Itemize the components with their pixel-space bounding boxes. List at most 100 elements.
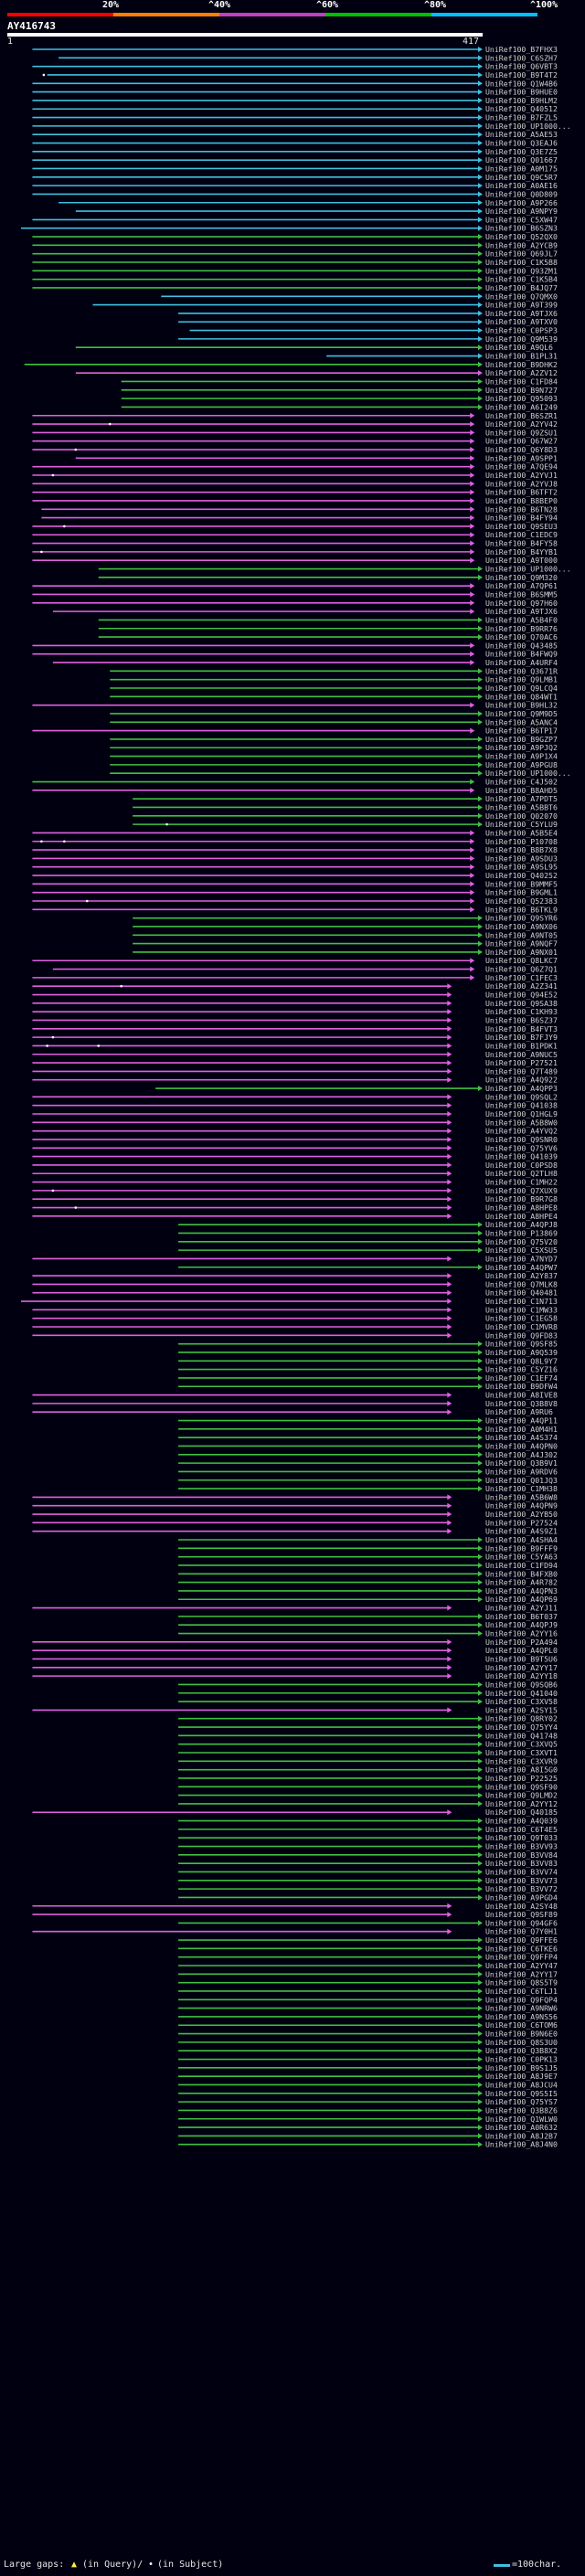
hit-row[interactable]: UniRef100_A7QP61 [32, 581, 558, 590]
hit-id-link[interactable]: UniRef100_A5B6W8 [485, 1492, 558, 1501]
hit-id-link[interactable]: UniRef100_Q9SYR6 [485, 914, 558, 923]
hit-id-link[interactable]: UniRef100_Q9SEU3 [485, 522, 558, 531]
hit-row[interactable]: UniRef100_A5ANC4 [110, 717, 558, 726]
hit-row[interactable]: UniRef100_B6TKL9 [32, 905, 558, 914]
hit-id-link[interactable]: UniRef100_B4FY58 [485, 539, 558, 548]
hit-row[interactable]: UniRef100_A4QPN0 [178, 1441, 558, 1450]
hit-id-link[interactable]: UniRef100_A4Q039 [485, 1817, 558, 1826]
hit-row[interactable]: UniRef100_A9RDV6 [178, 1467, 558, 1476]
hit-id-link[interactable]: UniRef100_B9MMF5 [485, 879, 558, 888]
hit-row[interactable]: UniRef100_Q3EAJ6 [32, 139, 558, 148]
hit-id-link[interactable]: UniRef100_C1MH38 [485, 1484, 558, 1493]
hit-id-link[interactable]: UniRef100_Q9M539 [485, 334, 558, 344]
hit-row[interactable]: UniRef100_Q41748 [178, 1731, 558, 1740]
hit-id-link[interactable]: UniRef100_B9DFW4 [485, 1382, 558, 1391]
hit-row[interactable]: UniRef100_A9P1X4 [110, 752, 558, 761]
hit-row[interactable]: UniRef100_Q9M320 [98, 573, 558, 582]
hit-id-link[interactable]: UniRef100_P22525 [485, 1774, 558, 1783]
hit-row[interactable]: UniRef100_Q75YY4 [178, 1723, 558, 1732]
hit-row[interactable]: UniRef100_Q3B8X2 [178, 2046, 558, 2055]
hit-id-link[interactable]: UniRef100_A9TXV0 [485, 317, 558, 326]
hit-id-link[interactable]: UniRef100_Q3B9V1 [485, 1458, 558, 1468]
hit-row[interactable]: UniRef100_A2YY16 [178, 1629, 558, 1638]
hit-id-link[interactable]: UniRef100_A2YJ11 [485, 1604, 558, 1613]
hit-id-link[interactable]: UniRef100_C1K5B8 [485, 258, 558, 267]
hit-row[interactable]: UniRef100_A9PGD4 [178, 1892, 558, 1902]
hit-id-link[interactable]: UniRef100_Q40481 [485, 1288, 558, 1298]
hit-id-link[interactable]: UniRef100_A7NYD7 [485, 1254, 558, 1263]
hit-row[interactable]: UniRef100_A8HPE4 [32, 1212, 558, 1221]
hit-id-link[interactable]: UniRef100_A5B4F0 [485, 615, 558, 624]
hit-row[interactable]: UniRef100_Q7T489 [32, 1066, 558, 1076]
hit-row[interactable]: UniRef100_B4FWQ9 [32, 650, 558, 659]
hit-row[interactable]: UniRef100_B6TFT2 [32, 488, 558, 497]
hit-row[interactable]: UniRef100_Q01JQ3 [178, 1476, 558, 1485]
hit-id-link[interactable]: UniRef100_B7FZL5 [485, 113, 558, 122]
hit-row[interactable]: UniRef100_A5AE53 [32, 130, 558, 139]
hit-row[interactable]: UniRef100_Q9S5I5 [178, 2089, 558, 2098]
hit-row[interactable]: UniRef100_A4URF4 [52, 658, 558, 667]
hit-row[interactable]: UniRef100_A4QP69 [178, 1595, 558, 1604]
hit-id-link[interactable]: UniRef100_C1FEC3 [485, 973, 558, 982]
hit-row[interactable]: UniRef100_Q9SNR0 [32, 1135, 558, 1144]
hit-id-link[interactable]: UniRef100_A9NPY9 [485, 207, 558, 216]
hit-id-link[interactable]: UniRef100_A4S9Z1 [485, 1527, 558, 1536]
hit-row[interactable]: UniRef100_C5XSU5 [178, 1246, 558, 1255]
hit-row[interactable]: UniRef100_B9N6E0 [178, 2030, 558, 2039]
hit-id-link[interactable]: UniRef100_Q3E7Z5 [485, 147, 558, 156]
hit-id-link[interactable]: UniRef100_C1MW33 [485, 1305, 558, 1314]
hit-row[interactable]: UniRef100_Q9M9D5 [110, 709, 558, 718]
hit-row[interactable]: UniRef100_A8J9E7 [178, 2072, 558, 2081]
hit-id-link[interactable]: UniRef100_Q75V20 [485, 1237, 558, 1246]
hit-id-link[interactable]: UniRef100_Q7T489 [485, 1066, 558, 1076]
hit-row[interactable]: UniRef100_A9PGU8 [110, 760, 558, 769]
hit-row[interactable]: UniRef100_A9TJX6 [178, 309, 558, 318]
hit-id-link[interactable]: UniRef100_A4QPW7 [485, 1263, 558, 1272]
hit-row[interactable]: UniRef100_A2YY47 [178, 1961, 558, 1970]
hit-row[interactable]: UniRef100_Q9ZSU1 [32, 428, 558, 437]
hit-id-link[interactable]: UniRef100_Q9M320 [485, 573, 558, 582]
hit-id-link[interactable]: UniRef100_B4FY94 [485, 514, 558, 523]
hit-row[interactable]: UniRef100_C1N713 [20, 1297, 558, 1306]
hit-row[interactable]: UniRef100_C1FD84 [121, 376, 558, 386]
hit-id-link[interactable]: UniRef100_A9SL95 [485, 863, 558, 872]
hit-row[interactable]: UniRef100_P13869 [178, 1228, 558, 1237]
hit-id-link[interactable]: UniRef100_A8I5G0 [485, 1765, 558, 1775]
hit-row[interactable]: UniRef100_B7FHX3 [32, 45, 558, 54]
hit-id-link[interactable]: UniRef100_A2YY17 [485, 1663, 558, 1672]
hit-row[interactable]: UniRef100_A4Q922 [32, 1076, 558, 1085]
hit-id-link[interactable]: UniRef100_A9T000 [485, 556, 558, 565]
hit-row[interactable]: UniRef100_B4FY58 [32, 539, 558, 548]
hit-row[interactable]: UniRef100_A2YY17 [178, 1969, 558, 1978]
hit-id-link[interactable]: UniRef100_A4R782 [485, 1578, 558, 1587]
hit-row[interactable]: UniRef100_Q84WT1 [110, 692, 558, 701]
hit-id-link[interactable]: UniRef100_B3VV84 [485, 1850, 558, 1860]
hit-id-link[interactable]: UniRef100_A2YB50 [485, 1510, 558, 1519]
hit-row[interactable]: UniRef100_B6SZR1 [32, 411, 558, 420]
hit-id-link[interactable]: UniRef100_A7PDT5 [485, 794, 558, 803]
hit-id-link[interactable]: UniRef100_B7FJY9 [485, 1033, 558, 1042]
hit-id-link[interactable]: UniRef100_B9HLM2 [485, 96, 558, 105]
hit-row[interactable]: UniRef100_A9NQF7 [133, 939, 558, 949]
hit-id-link[interactable]: UniRef100_A5B8W0 [485, 1118, 558, 1127]
hit-id-link[interactable]: UniRef100_C3XV58 [485, 1697, 558, 1706]
hit-row[interactable]: UniRef100_B6SMM5 [32, 589, 558, 599]
hit-id-link[interactable]: UniRef100_A9NT05 [485, 930, 558, 939]
hit-row[interactable]: UniRef100_Q52383 [32, 896, 558, 906]
hit-row[interactable]: UniRef100_Q7XUX9 [32, 1186, 558, 1195]
hit-row[interactable]: UniRef100_C1KH93 [32, 1007, 558, 1016]
hit-id-link[interactable]: UniRef100_P2A494 [485, 1638, 558, 1647]
hit-id-link[interactable]: UniRef100_B7FHX3 [485, 45, 558, 54]
hit-id-link[interactable]: UniRef100_A4QPL0 [485, 1646, 558, 1655]
hit-id-link[interactable]: UniRef100_A9NX06 [485, 922, 558, 931]
hit-row[interactable]: UniRef100_P10708 [32, 837, 558, 846]
hit-row[interactable]: UniRef100_Q67W27 [32, 437, 558, 446]
hit-id-link[interactable]: UniRef100_A4QPJ9 [485, 1620, 558, 1629]
hit-row[interactable]: UniRef100_A7QE94 [32, 462, 558, 472]
hit-id-link[interactable]: UniRef100_Q41748 [485, 1731, 558, 1740]
hit-id-link[interactable]: UniRef100_B6TKL9 [485, 905, 558, 914]
hit-row[interactable]: UniRef100_A7PDT5 [133, 794, 558, 803]
hit-row[interactable]: UniRef100_Q75YV6 [32, 1143, 558, 1152]
hit-id-link[interactable]: UniRef100_B6SMM5 [485, 589, 558, 599]
hit-id-link[interactable]: UniRef100_A9NUC5 [485, 1050, 558, 1059]
